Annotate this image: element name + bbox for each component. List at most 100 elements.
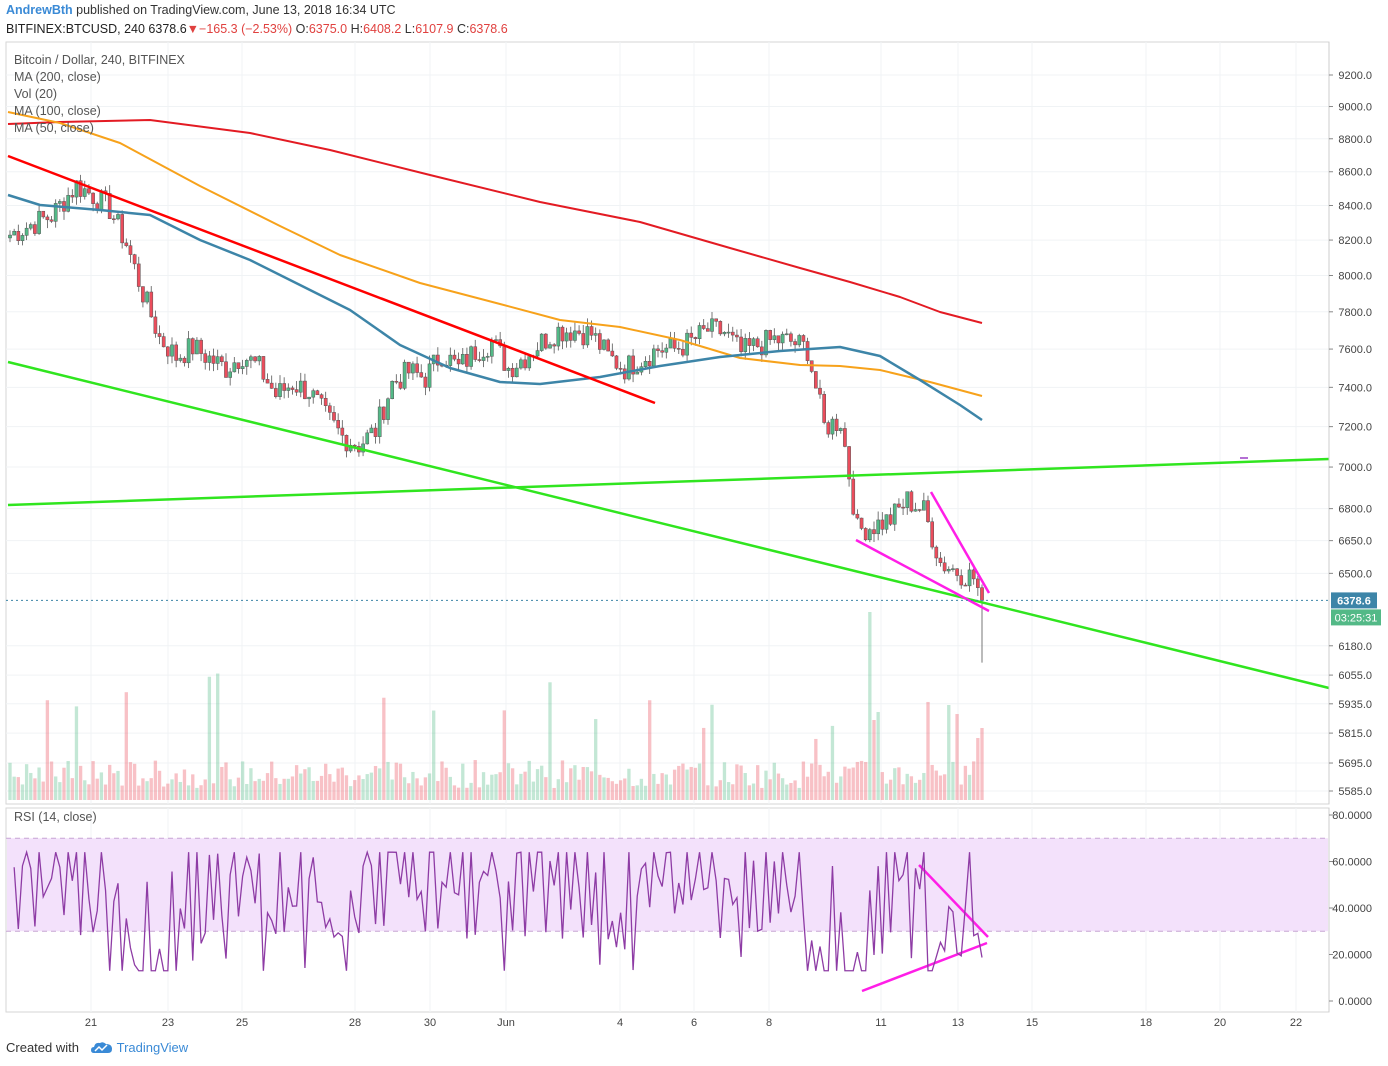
candle-body bbox=[539, 333, 544, 351]
price-tick-label: 7800.0 bbox=[1338, 307, 1372, 319]
candle-body bbox=[398, 381, 403, 389]
candle-body bbox=[477, 359, 482, 361]
volume-bar bbox=[419, 785, 423, 800]
candle-body bbox=[917, 509, 922, 511]
volume-bar bbox=[760, 787, 764, 800]
volume-bar bbox=[182, 769, 187, 800]
created-with-label: Created with bbox=[6, 1040, 79, 1055]
price-tick-label: 7600.0 bbox=[1338, 344, 1372, 356]
candle-body bbox=[91, 192, 95, 204]
close-label: C: bbox=[456, 22, 470, 36]
candle-body bbox=[20, 235, 25, 241]
volume-bar bbox=[577, 779, 581, 800]
volume-bar bbox=[253, 781, 257, 800]
volume-bar bbox=[498, 772, 502, 800]
candle-body bbox=[514, 367, 519, 378]
candle-body bbox=[141, 286, 145, 303]
candle-body bbox=[926, 500, 930, 522]
candle-body bbox=[913, 509, 918, 512]
rsi-tick-label: 0.0000 bbox=[1338, 996, 1372, 1008]
candle-body bbox=[606, 339, 610, 352]
candle-body bbox=[286, 387, 291, 391]
volume-bar bbox=[299, 773, 303, 800]
volume-bar bbox=[893, 768, 897, 800]
candle-body bbox=[660, 350, 664, 353]
volume-bar bbox=[631, 786, 635, 800]
volume-bar bbox=[195, 787, 199, 800]
volume-bar bbox=[810, 763, 814, 800]
volume-bar bbox=[340, 767, 344, 800]
volume-bar bbox=[33, 778, 37, 800]
candle-body bbox=[834, 418, 839, 431]
candle-body bbox=[577, 330, 581, 334]
candle-body bbox=[386, 398, 390, 420]
author-link[interactable]: AndrewBth bbox=[6, 3, 73, 17]
candle-body bbox=[743, 338, 748, 352]
volume-bar bbox=[328, 774, 332, 800]
candle-body bbox=[224, 361, 228, 378]
volume-bar bbox=[726, 782, 731, 800]
candle-body bbox=[568, 332, 573, 341]
time-tick-label: 23 bbox=[162, 1017, 174, 1029]
price-tick-label: 7200.0 bbox=[1338, 422, 1372, 434]
candle-body bbox=[369, 427, 374, 434]
volume-bar bbox=[519, 773, 523, 800]
candle-body bbox=[319, 394, 324, 399]
tradingview-link[interactable]: TradingView bbox=[116, 1040, 189, 1055]
last-price-box bbox=[1331, 592, 1377, 609]
volume-bar bbox=[270, 761, 274, 800]
candle-body bbox=[598, 333, 602, 350]
volume-bar bbox=[278, 783, 282, 800]
candle-body bbox=[963, 584, 968, 587]
volume-bar bbox=[24, 764, 29, 800]
volume-bar bbox=[199, 785, 203, 800]
countdown-label: 03:25:31 bbox=[1335, 612, 1378, 624]
volume-bar bbox=[672, 769, 677, 800]
candle-body bbox=[58, 201, 62, 204]
price-tick-label: 8000.0 bbox=[1338, 270, 1372, 282]
volume-bar bbox=[714, 786, 718, 800]
volume-bar bbox=[768, 779, 772, 800]
volume-bar bbox=[531, 781, 536, 800]
close-value: 6378.6 bbox=[469, 22, 508, 36]
candle-body bbox=[124, 242, 129, 246]
volume-bar bbox=[407, 783, 411, 800]
volume-bar bbox=[324, 763, 328, 800]
volume-bar bbox=[776, 773, 781, 800]
volume-bar bbox=[830, 725, 835, 800]
candle-body bbox=[838, 428, 843, 431]
trend-lines[interactable] bbox=[6, 154, 1330, 993]
volume-bar bbox=[656, 783, 660, 800]
candle-body bbox=[12, 230, 16, 236]
candle-body bbox=[909, 491, 914, 512]
candle-body bbox=[689, 332, 694, 338]
candle-body bbox=[195, 339, 199, 355]
candle-body bbox=[681, 348, 685, 356]
tradingview-cloud-icon bbox=[90, 1041, 113, 1057]
volume-bar bbox=[249, 768, 253, 800]
volume-bar bbox=[843, 766, 847, 800]
candle-body bbox=[556, 326, 561, 347]
price-candles[interactable] bbox=[8, 174, 984, 663]
volume-bar bbox=[87, 784, 91, 800]
volume-bar bbox=[702, 727, 706, 800]
low-value: 6107.9 bbox=[415, 22, 454, 36]
volume-bar bbox=[581, 766, 585, 800]
candle-body bbox=[934, 546, 939, 559]
volume-bar bbox=[66, 760, 70, 800]
candle-body bbox=[938, 557, 943, 564]
candle-body bbox=[710, 318, 714, 332]
volume-bar bbox=[540, 765, 544, 800]
volume-bar bbox=[170, 779, 174, 800]
candle-body bbox=[332, 412, 336, 421]
down-arrow-icon: ▼ bbox=[186, 22, 200, 36]
volume-bar bbox=[793, 780, 797, 800]
candle-body bbox=[876, 519, 880, 535]
candle-body bbox=[253, 356, 257, 362]
candle-body bbox=[755, 338, 760, 348]
volume-bar bbox=[739, 765, 743, 800]
moving-averages bbox=[7, 111, 983, 422]
lower-channel-line bbox=[7, 360, 1330, 690]
volume-bar bbox=[186, 785, 191, 800]
